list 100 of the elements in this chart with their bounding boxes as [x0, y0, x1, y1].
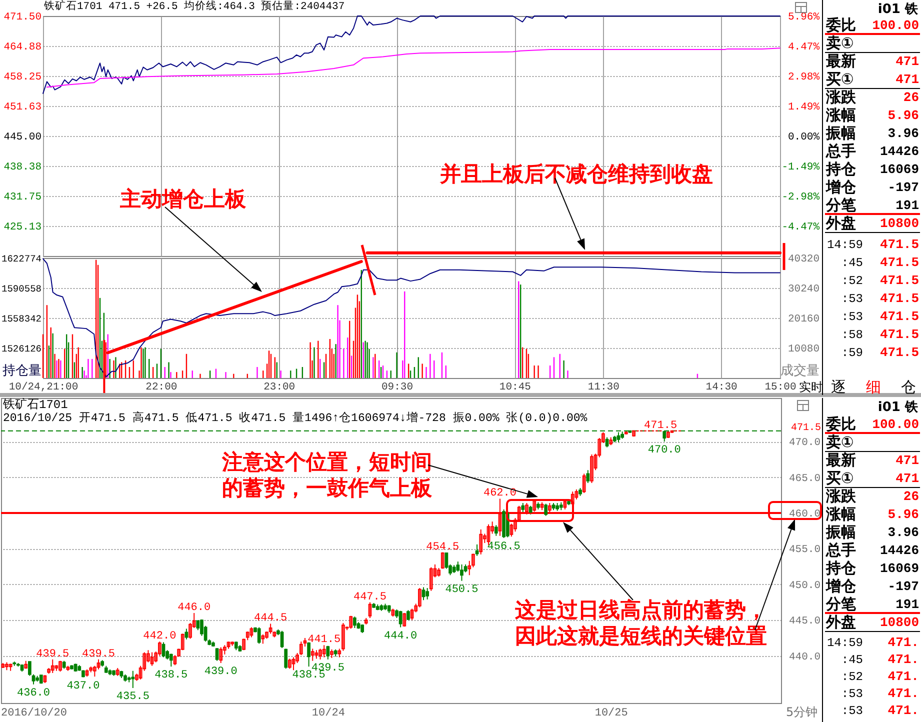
category-label: :53: [840, 291, 863, 308]
text: 细: [866, 378, 881, 396]
category-label: 振幅: [826, 124, 856, 142]
y2-tick-label: 40320: [788, 254, 820, 266]
text: 16069: [880, 162, 919, 177]
text: 471.5: [880, 255, 919, 270]
category-label: :45: [840, 652, 863, 669]
y-tick-label: 455.0: [788, 544, 820, 556]
text: 441.5: [308, 634, 341, 646]
text: 逐: [831, 378, 846, 396]
text: 26: [903, 489, 919, 504]
category-label: 总手: [826, 142, 856, 160]
text: 436.0: [16, 687, 50, 700]
text: 5.96: [888, 108, 919, 123]
y-tick-label: 470.0: [788, 437, 820, 450]
text: 447.5: [353, 591, 386, 604]
x-tick-label: 22:00: [146, 382, 178, 394]
y2-tick-label: 2.98%: [788, 72, 820, 84]
y-tick-label: 450.0: [788, 580, 820, 592]
text: 471.5: [880, 345, 919, 360]
text: 实时: [799, 379, 823, 395]
annotation: 这是过日线高点前的蓄势，因此这就是短线的关键位置: [515, 597, 768, 649]
y-tick-label: 1558342: [2, 314, 42, 324]
annotation: 并且上板后不减仓维持到收盘: [440, 161, 713, 187]
y2-tick-label: 30240: [788, 284, 820, 296]
x-tick-label: 10:45: [499, 382, 531, 394]
y2-tick-label: 0.00%: [788, 132, 820, 144]
text: 16069: [880, 561, 919, 576]
category-label: 涨跌: [826, 88, 856, 106]
x-tick-label: 2016/10/20: [0, 708, 68, 720]
y-tick-label: 431.75: [4, 192, 42, 204]
category-label: :59: [840, 345, 863, 362]
category-label: 持仓: [826, 160, 856, 178]
text: 439.5: [82, 648, 116, 660]
category-label: 卖①: [826, 34, 854, 52]
text: 2016/10/25 开471.5 高471.5 低471.5 收471.5 量1496↑仓1606974↓增-728 振0.00% 张(0.0)0.00%: [3, 412, 588, 425]
category-label: 买①: [826, 70, 854, 88]
category-label: :52: [840, 669, 863, 686]
category-label: 振幅: [826, 523, 856, 541]
text: 470.0: [648, 444, 681, 457]
category-label: :52: [840, 273, 863, 290]
text: 450.5: [445, 584, 478, 596]
text: 471: [896, 72, 919, 87]
y-tick-label: 460.0: [788, 508, 820, 520]
text: 454.5: [426, 541, 460, 554]
category-label: 涨跌: [826, 487, 856, 505]
y2-tick-label: -2.98%: [782, 192, 820, 204]
category-label: :53: [840, 309, 863, 326]
text: 100.00: [872, 417, 919, 432]
text: 444.0: [384, 630, 418, 642]
y-tick-label: 445.00: [4, 132, 42, 144]
y-tick-label: 471.50: [4, 12, 42, 24]
y-tick-label: 451.63: [4, 101, 42, 114]
annotation: 注意这个位置，短时间的蓄势，一鼓作气上板: [222, 449, 433, 501]
category-label: 14:59: [826, 635, 863, 652]
text: 438.5: [292, 670, 326, 682]
y-tick-label: 1622774: [2, 254, 42, 264]
category-label: 委比: [826, 415, 856, 433]
text: 471.: [888, 686, 919, 701]
text: 439.0: [204, 666, 238, 678]
text: 3.96: [888, 525, 919, 540]
y-tick-label: 1526126: [2, 344, 42, 354]
category-label: 总手: [826, 541, 856, 559]
text: 471.: [888, 703, 919, 718]
y2-axis-title: 成交量: [780, 362, 820, 378]
text: 14426: [880, 543, 919, 558]
category-label: 买①: [826, 469, 854, 487]
x-tick-label: 10/24: [312, 708, 346, 720]
y2-tick-label: 4.47%: [788, 42, 820, 54]
y2-tick-label: 5.96%: [788, 12, 820, 24]
text: 26: [903, 90, 919, 105]
x-tick-label: 23:00: [264, 382, 296, 394]
text: 191: [896, 198, 919, 213]
category-label: 最新: [826, 52, 856, 70]
y-axis-title: 持仓量: [2, 364, 42, 378]
y2-tick-label: 20160: [788, 314, 820, 326]
category-label: 持仓: [826, 559, 856, 577]
category-label: 外盘: [826, 613, 856, 631]
text: 437.0: [66, 680, 100, 692]
annotation: 主动增仓上板: [120, 186, 246, 212]
text: 471.5: [880, 327, 919, 342]
text: 仓: [901, 378, 916, 396]
text: 442.0: [143, 630, 176, 643]
category-label: 增仓: [826, 178, 856, 196]
y-tick-label: 465.0: [788, 472, 820, 485]
text: 456.5: [487, 541, 520, 553]
y2-tick-label: 1.49%: [788, 102, 820, 114]
text: 471.5: [880, 237, 919, 252]
category-label: 最新: [826, 451, 856, 469]
text: 438.5: [154, 670, 188, 682]
text: i01 铁: [878, 399, 918, 415]
text: 462.0: [483, 488, 516, 500]
y2-tick-label: 10080: [788, 344, 820, 356]
y2-tick-label: -4.47%: [782, 222, 820, 234]
text: 5分钟: [786, 705, 818, 719]
y-tick-label: 440.0: [788, 651, 820, 664]
category-label: 委比: [826, 16, 856, 34]
text: 471.5: [880, 273, 919, 288]
category-label: :53: [840, 686, 863, 703]
text: 10800: [880, 216, 919, 231]
